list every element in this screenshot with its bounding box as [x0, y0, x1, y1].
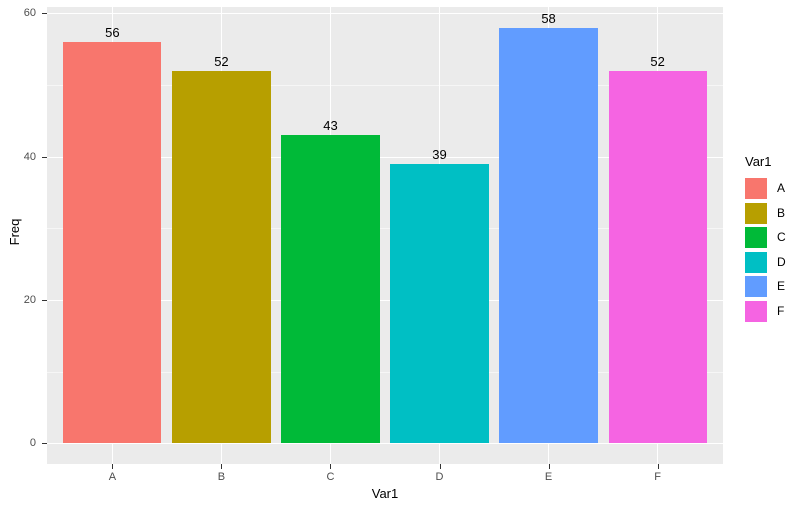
bar-value-label: 39 — [432, 146, 447, 162]
legend-color-swatch — [745, 300, 767, 322]
legend-key-label: E — [777, 279, 786, 293]
bar — [281, 135, 380, 444]
gridline-minor-horizontal — [47, 85, 723, 87]
legend-key: F — [745, 300, 786, 322]
x-axis-tick-mark — [330, 464, 332, 469]
bar — [63, 42, 162, 444]
legend-key-label: F — [777, 303, 785, 318]
y-axis-tick-mark — [42, 156, 47, 158]
x-axis-tick-mark — [221, 464, 223, 469]
bar-value-label: 52 — [650, 53, 665, 69]
legend-color-swatch — [745, 202, 767, 224]
x-axis-tick-label: A — [108, 471, 117, 483]
x-axis-tick-label: D — [435, 471, 444, 483]
legend-key: E — [745, 276, 786, 297]
legend-color-swatch — [745, 227, 767, 248]
x-axis-tick-mark — [657, 464, 659, 469]
gridline-major-horizontal — [47, 299, 723, 301]
bar — [499, 27, 598, 444]
y-axis-tick-label: 40 — [23, 150, 36, 163]
legend-key-label: A — [777, 181, 786, 195]
x-axis-title: Var1 — [371, 486, 399, 501]
bar-value-label: 43 — [323, 118, 338, 134]
x-axis-tick-label: E — [544, 471, 553, 483]
legend-title: Var1 — [745, 154, 772, 169]
bar — [390, 163, 489, 444]
y-axis-tick-label: 0 — [29, 437, 36, 450]
x-axis-tick-label: B — [217, 471, 226, 483]
y-axis-tick-mark — [42, 443, 47, 445]
gridline-minor-horizontal — [47, 228, 723, 230]
gridline-major-horizontal — [47, 443, 723, 445]
legend-color-swatch — [745, 178, 767, 199]
y-axis-tick-label: 20 — [23, 293, 36, 306]
legend-key-label: D — [777, 254, 786, 269]
bar — [172, 70, 271, 444]
x-axis-tick-label: F — [654, 471, 661, 483]
legend-key: B — [745, 202, 786, 224]
y-axis-tick-mark — [42, 299, 47, 301]
y-axis-title: Freq — [7, 218, 22, 246]
bar — [608, 70, 707, 444]
legend-color-swatch — [745, 276, 767, 297]
gridline-minor-horizontal — [47, 371, 723, 373]
legend-key: C — [745, 227, 786, 248]
legend-key-label: C — [777, 230, 786, 244]
x-axis-tick-label: C — [326, 471, 335, 483]
y-axis-tick-label: 60 — [23, 7, 36, 20]
x-axis-tick-mark — [548, 464, 550, 469]
legend-color-swatch — [745, 251, 767, 273]
x-axis-tick-mark — [439, 464, 441, 469]
gridline-major-horizontal — [47, 13, 723, 15]
plot-panel: 56 52 43 39 58 52 — [47, 7, 723, 464]
bar-value-label: 56 — [105, 25, 120, 41]
legend-key: D — [745, 251, 786, 273]
gridline-major-horizontal — [47, 156, 723, 158]
bar-value-label: 58 — [541, 10, 556, 26]
legend-key-label: B — [777, 205, 786, 220]
x-axis-tick-mark — [112, 464, 114, 469]
legend-key: A — [745, 178, 786, 199]
bar-value-label: 52 — [214, 53, 229, 69]
y-axis-tick-mark — [42, 13, 47, 15]
